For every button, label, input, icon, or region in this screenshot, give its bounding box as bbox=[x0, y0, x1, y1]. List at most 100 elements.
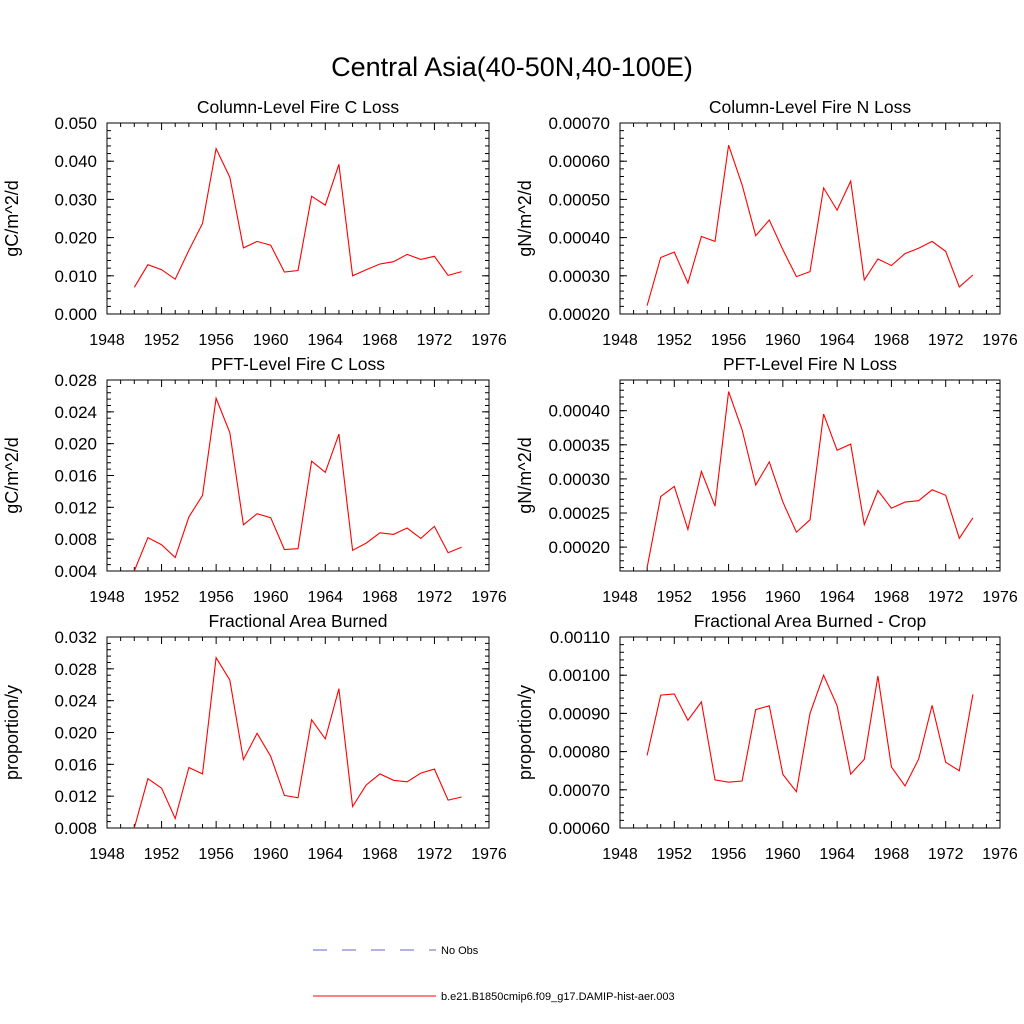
x-tick-label: 1976 bbox=[471, 846, 507, 863]
x-tick-label: 1960 bbox=[765, 589, 801, 606]
x-tick-label: 1968 bbox=[362, 846, 398, 863]
y-tick-label: 0.024 bbox=[54, 403, 97, 422]
y-tick-label: 0.00025 bbox=[549, 504, 610, 523]
x-tick-label: 1960 bbox=[253, 589, 289, 606]
x-tick-label: 1972 bbox=[928, 589, 964, 606]
y-axis-label: gC/m^2/d bbox=[2, 180, 22, 256]
y-axis-label: gC/m^2/d bbox=[2, 437, 22, 513]
y-tick-label: 0.028 bbox=[54, 371, 97, 390]
y-tick-label: 0.008 bbox=[54, 819, 97, 838]
legend-label: b.e21.B1850cmip6.f09_g17.DAMIP-hist-aer.… bbox=[441, 991, 675, 1003]
panel-5: 1948 1952 1956 1960 1964 1968 1972 1976 0.008 0.0… bbox=[2, 611, 507, 863]
y-tick-label: 0.032 bbox=[54, 628, 97, 647]
y-tick-label: 0.030 bbox=[54, 190, 97, 209]
x-tick-label: 1976 bbox=[982, 589, 1018, 606]
x-tick-label: 1948 bbox=[602, 846, 638, 863]
x-tick-label: 1972 bbox=[417, 846, 453, 863]
x-tick-label: 1964 bbox=[819, 589, 855, 606]
series-line bbox=[646, 145, 974, 306]
plot-frame bbox=[619, 379, 1001, 572]
y-tick-label: 0.028 bbox=[54, 660, 97, 679]
y-tick-label: 0.00110 bbox=[550, 628, 610, 647]
panel-title: Fractional Area Burned bbox=[209, 611, 388, 631]
x-tick-label: 1952 bbox=[144, 589, 180, 606]
series-line bbox=[133, 396, 462, 572]
y-tick-label: 0.00100 bbox=[549, 666, 610, 685]
x-tick-label: 1964 bbox=[819, 846, 855, 863]
x-tick-label: 1952 bbox=[144, 332, 180, 349]
x-tick-label: 1956 bbox=[711, 589, 747, 606]
x-tick-label: 1968 bbox=[874, 589, 910, 606]
y-tick-label: 0.020 bbox=[54, 724, 97, 743]
panel-title: Fractional Area Burned - Crop bbox=[694, 611, 926, 631]
y-tick-label: 0.00020 bbox=[549, 538, 610, 557]
y-tick-label: 0.00070 bbox=[549, 781, 610, 800]
y-tick-label: 0.004 bbox=[54, 562, 97, 581]
y-tick-label: 0.016 bbox=[54, 467, 97, 486]
y-tick-label: 0.00020 bbox=[549, 305, 610, 324]
y-tick-label: 0.008 bbox=[54, 530, 97, 549]
panels: 1948 1952 1956 1960 1964 1968 1972 1976 0.000 0.0… bbox=[2, 97, 1018, 863]
x-tick-label: 1956 bbox=[198, 332, 234, 349]
x-tick-label: 1976 bbox=[471, 589, 507, 606]
y-tick-label: 0.000 bbox=[54, 305, 97, 324]
legend: No Obs b.e21.B1850cmip6.f09_g17.DAMIP-his… bbox=[313, 945, 675, 1003]
x-tick-label: 1960 bbox=[765, 332, 801, 349]
y-axis-label: proportion/y bbox=[515, 685, 535, 780]
x-tick-label: 1968 bbox=[362, 332, 398, 349]
x-tick-label: 1952 bbox=[656, 846, 692, 863]
x-tick-label: 1972 bbox=[417, 332, 453, 349]
panel-title: PFT-Level Fire N Loss bbox=[723, 354, 897, 374]
y-tick-label: 0.00030 bbox=[549, 267, 610, 286]
panel-title: Column-Level Fire C Loss bbox=[197, 97, 400, 117]
plot-frame bbox=[106, 379, 490, 572]
x-tick-label: 1972 bbox=[417, 589, 453, 606]
y-tick-label: 0.040 bbox=[54, 152, 97, 171]
plot-frame bbox=[619, 122, 1001, 315]
y-tick-label: 0.00060 bbox=[549, 152, 610, 171]
x-tick-label: 1948 bbox=[602, 332, 638, 349]
y-tick-label: 0.00040 bbox=[549, 402, 610, 421]
y-tick-label: 0.00090 bbox=[549, 704, 610, 723]
series-line bbox=[133, 656, 462, 829]
panel-4: 1948 1952 1956 1960 1964 1968 1972 1976 0.00020 0… bbox=[515, 354, 1018, 606]
x-tick-label: 1948 bbox=[89, 589, 125, 606]
y-tick-label: 0.00030 bbox=[549, 470, 610, 489]
series-line bbox=[646, 391, 974, 568]
y-tick-label: 0.050 bbox=[54, 114, 97, 133]
y-tick-label: 0.020 bbox=[54, 435, 97, 454]
y-tick-label: 0.00035 bbox=[549, 436, 610, 455]
y-tick-label: 0.020 bbox=[54, 229, 97, 248]
plot-frame bbox=[106, 122, 490, 315]
x-tick-label: 1956 bbox=[711, 332, 747, 349]
panel-3: 1948 1952 1956 1960 1964 1968 1972 1976 0.004 0.0… bbox=[2, 354, 507, 606]
plot-frame bbox=[619, 636, 1001, 829]
y-tick-label: 0.012 bbox=[54, 787, 97, 806]
y-tick-label: 0.024 bbox=[54, 692, 97, 711]
y-tick-label: 0.00060 bbox=[549, 819, 610, 838]
x-tick-label: 1956 bbox=[198, 846, 234, 863]
x-tick-label: 1948 bbox=[89, 332, 125, 349]
x-tick-label: 1968 bbox=[362, 589, 398, 606]
y-tick-label: 0.00070 bbox=[549, 114, 610, 133]
x-tick-label: 1964 bbox=[819, 332, 855, 349]
x-tick-label: 1960 bbox=[765, 846, 801, 863]
x-tick-label: 1964 bbox=[307, 589, 343, 606]
x-tick-label: 1948 bbox=[89, 846, 125, 863]
x-tick-label: 1960 bbox=[253, 332, 289, 349]
x-tick-label: 1968 bbox=[874, 332, 910, 349]
y-tick-label: 0.012 bbox=[54, 498, 97, 517]
y-tick-label: 0.00040 bbox=[549, 229, 610, 248]
x-tick-label: 1956 bbox=[711, 846, 747, 863]
y-axis-label: gN/m^2/d bbox=[515, 437, 535, 513]
x-tick-label: 1968 bbox=[874, 846, 910, 863]
y-axis-label: gN/m^2/d bbox=[515, 180, 535, 256]
x-tick-label: 1952 bbox=[656, 589, 692, 606]
figure-title: Central Asia(40-50N,40-100E) bbox=[331, 52, 693, 82]
panel-6: 1948 1952 1956 1960 1964 1968 1972 1976 0.00060 0… bbox=[515, 611, 1018, 863]
plot-frame bbox=[106, 636, 490, 829]
x-tick-label: 1976 bbox=[471, 332, 507, 349]
x-tick-label: 1960 bbox=[253, 846, 289, 863]
x-tick-label: 1956 bbox=[198, 589, 234, 606]
